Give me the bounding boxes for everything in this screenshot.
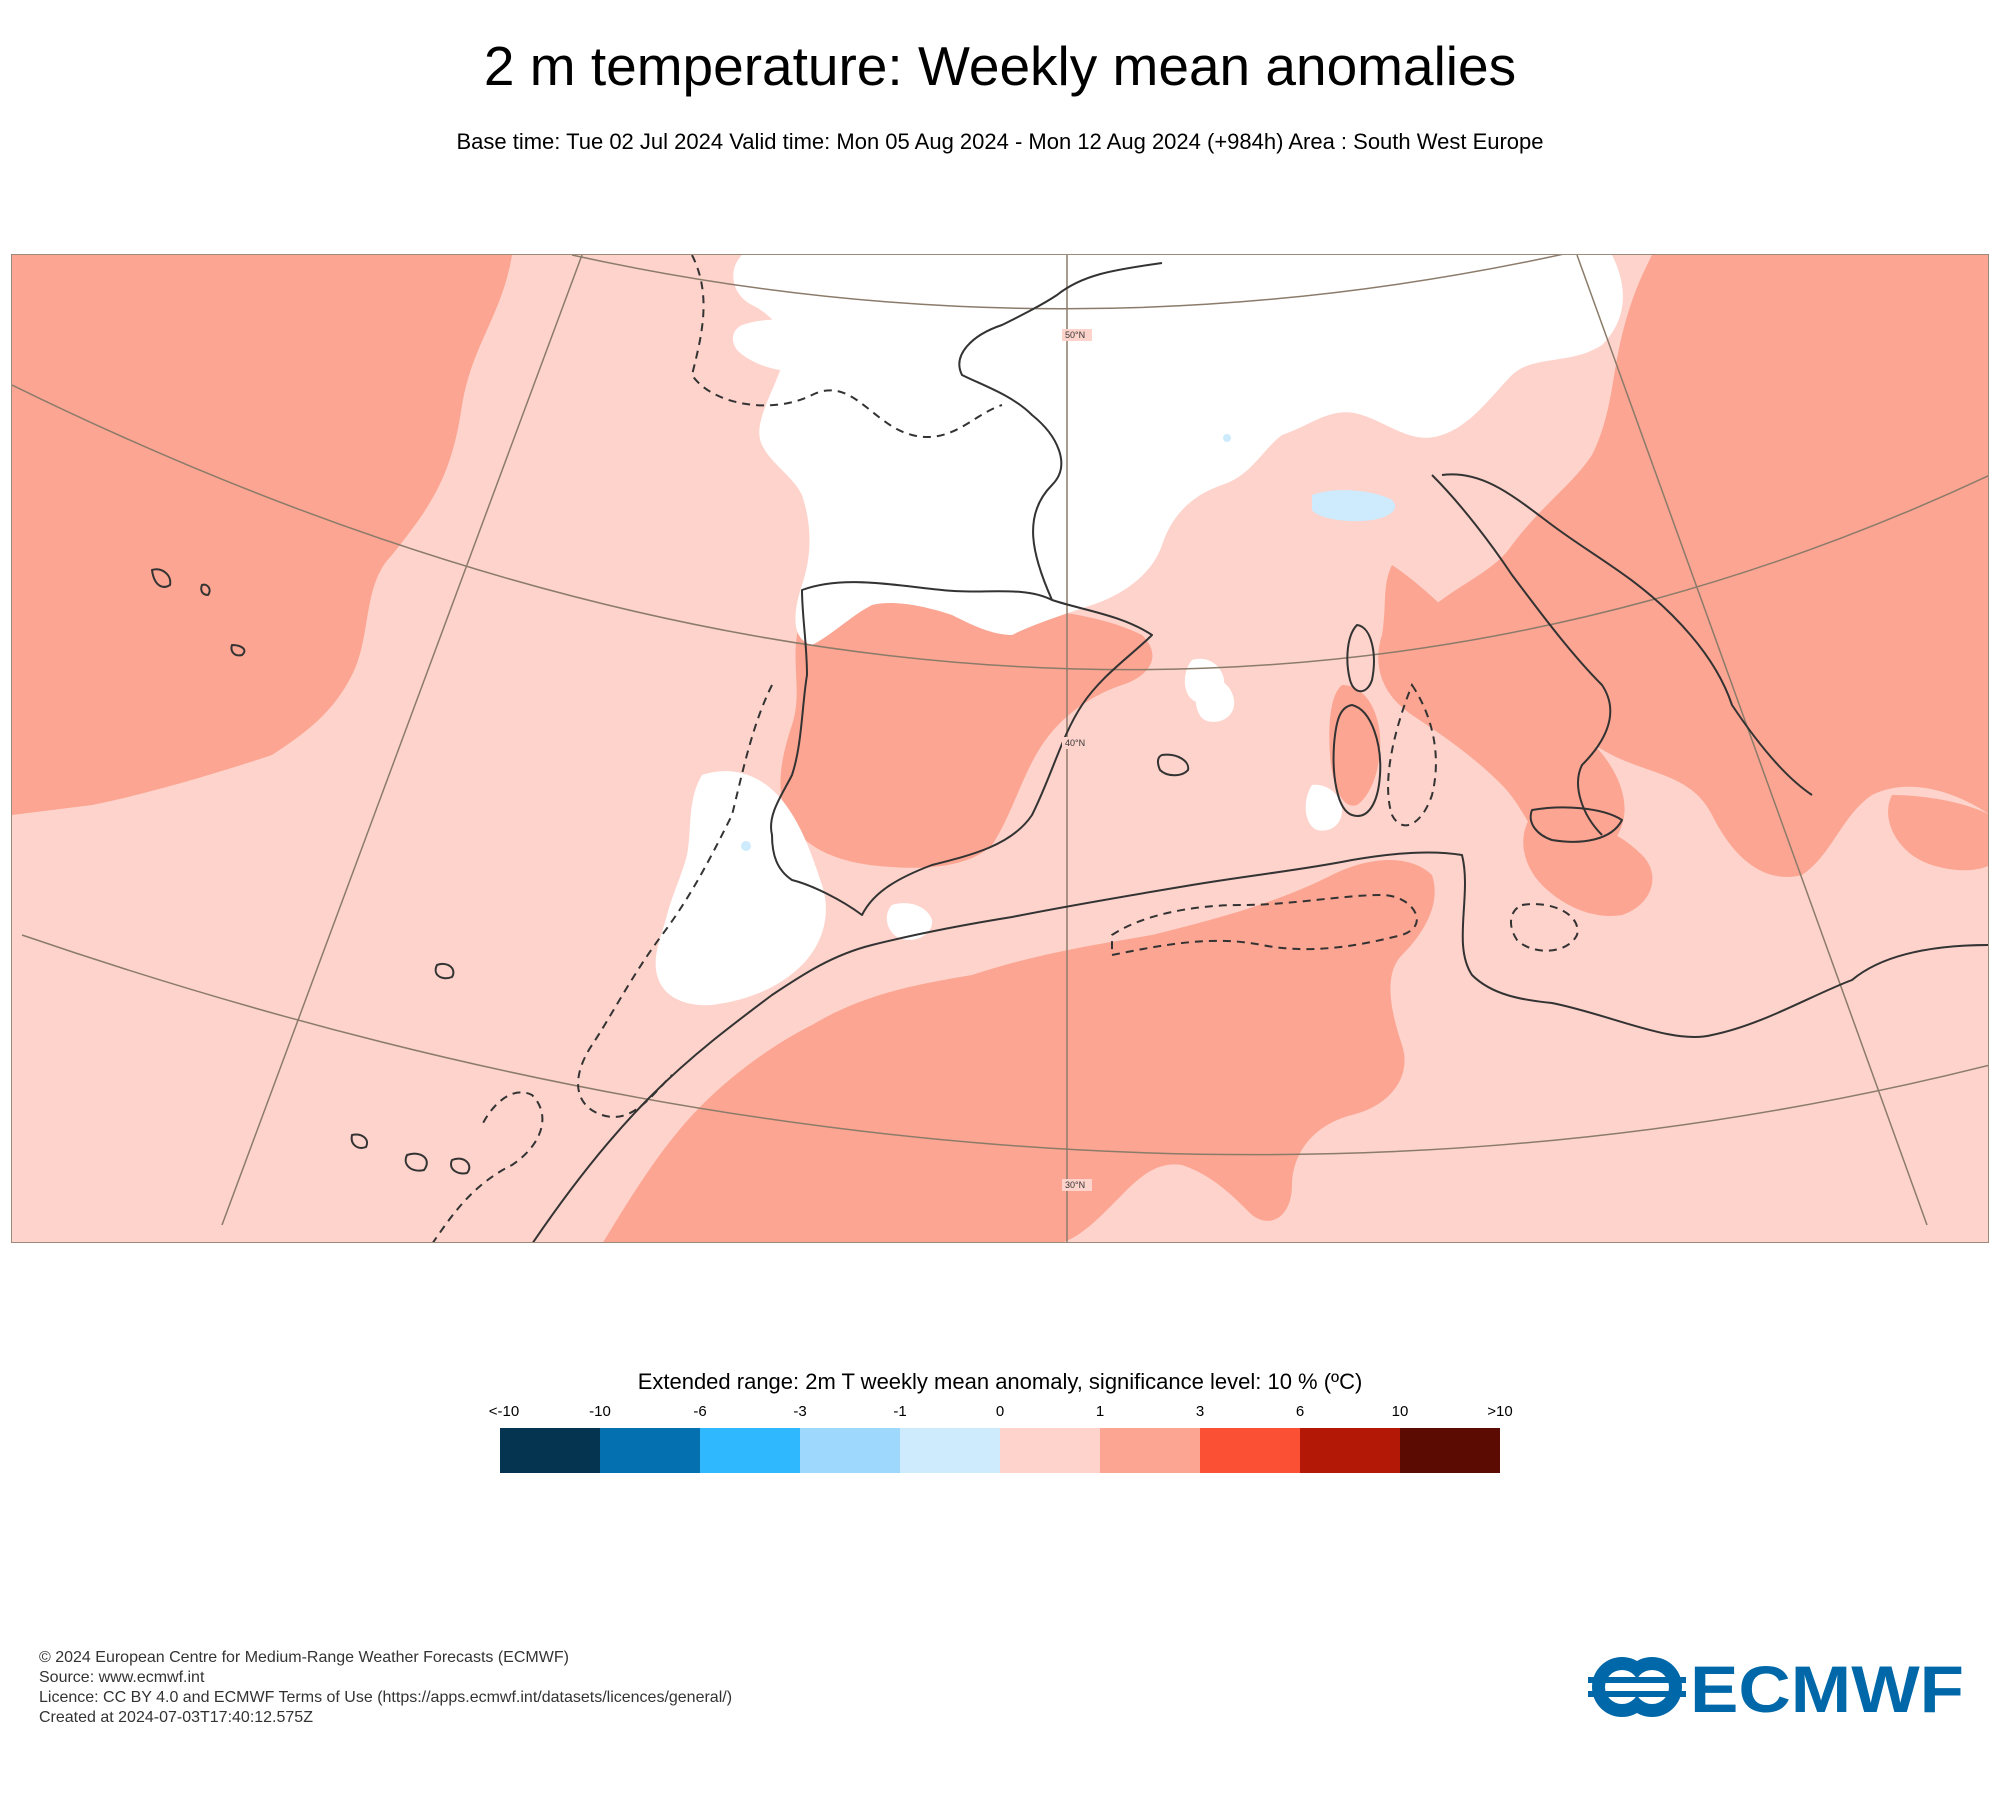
parallel-50n [571, 255, 1563, 310]
anomaly-fill-gulf-of-lion-cool [1312, 490, 1396, 522]
parallel-40n [12, 384, 1988, 671]
legend-swatch-8 [1300, 1428, 1400, 1473]
legend-title: Extended range: 2m T weekly mean anomaly… [637, 1369, 1363, 1394]
significance-contour-med [1111, 893, 1418, 957]
coast-mallorca [1156, 753, 1190, 777]
latitude-labels: 50°N 40°N 30°N [1062, 329, 1092, 1191]
legend-tick: -3 [793, 1403, 807, 1420]
significance-contour-west [690, 255, 1003, 438]
footer-created: Created at 2024-07-03T17:40:12.575Z [39, 1709, 313, 1726]
anomaly-fill-italy-1-3 [1378, 565, 1625, 864]
legend-swatch-0 [500, 1428, 600, 1473]
parallel-30n [21, 934, 1988, 1156]
coast-corsica [1346, 624, 1375, 693]
footer-licence: Licence: CC BY 4.0 and ECMWF Terms of Us… [39, 1689, 733, 1706]
lat-label-30: 30°N [1065, 1180, 1085, 1190]
legend-tick: 3 [1195, 1403, 1205, 1420]
coast-adriatic [1441, 473, 1813, 796]
legend-tick: 0 [995, 1403, 1005, 1420]
legend-tick: -10 [589, 1403, 611, 1420]
footer-source: Source: www.ecmwf.int [39, 1669, 205, 1686]
anomaly-fill-portugal-cool [741, 841, 751, 851]
meridian-20w [221, 255, 583, 1226]
ecmwf-logo-icon [1588, 1657, 1686, 1717]
legend-tick: -1 [893, 1403, 907, 1420]
coast-france [958, 262, 1163, 601]
anomaly-map: 50°N 40°N 30°N [11, 254, 1989, 1243]
coast-canaries [350, 1133, 471, 1175]
lat-label-bg-40 [1062, 737, 1092, 749]
meridian-20e [1576, 255, 1928, 1226]
legend-colorbar [500, 1428, 1500, 1473]
significance-contour-libya [1510, 903, 1579, 952]
anomaly-fill-atlantic-1-3 [12, 255, 512, 815]
legend-tick: <-10 [488, 1403, 520, 1420]
legend-tick: 6 [1295, 1403, 1305, 1420]
significance-contour-iberia-west [577, 684, 773, 1118]
map-canvas: 50°N 40°N 30°N [12, 255, 1988, 1242]
legend-swatch-4 [900, 1428, 1000, 1473]
anomaly-fill-med-near-zero [1195, 677, 1235, 722]
legend-swatch-2 [700, 1428, 800, 1473]
legend-tick: 10 [1391, 1403, 1409, 1420]
legend-tick: -6 [693, 1403, 707, 1420]
anomaly-fill-france-near-zero [733, 255, 1623, 645]
lat-label-bg-50 [1062, 329, 1092, 341]
anomaly-fill-gulf-near-zero [732, 319, 833, 372]
legend-swatch-9 [1400, 1428, 1500, 1473]
significance-contours [432, 255, 1579, 1242]
anomaly-fill-iberia-1-3 [780, 599, 1153, 868]
significance-contour-canaries [432, 1091, 544, 1242]
coast-madeira [434, 963, 455, 980]
legend-tick: 1 [1095, 1403, 1105, 1420]
anomaly-fill-alboran-near-zero [886, 903, 933, 940]
ecmwf-logo-text: ECMWF [1690, 1652, 1964, 1722]
lat-label-40: 40°N [1065, 738, 1085, 748]
anomaly-fill-sardinia-near-zero [1305, 784, 1342, 831]
chart-title: 2 m temperature: Weekly mean anomalies [483, 35, 1517, 97]
anomaly-fill-alps-cool [1223, 434, 1231, 442]
coast-north-africa [532, 851, 1988, 1242]
coastlines [151, 262, 1988, 1242]
anomaly-fill-portugal-near-zero [655, 771, 826, 1006]
footer-copyright: © 2024 European Centre for Medium-Range … [39, 1649, 569, 1666]
chart-subtitle: Base time: Tue 02 Jul 2024 Valid time: M… [456, 129, 1544, 154]
legend-swatch-6 [1100, 1428, 1200, 1473]
ecmwf-logo: ECMWF [1588, 1652, 1964, 1722]
legend-tick: >10 [1487, 1403, 1513, 1420]
footer: © 2024 European Centre for Medium-Range … [39, 1648, 732, 1728]
legend-swatch-3 [800, 1428, 900, 1473]
coast-italy [1431, 474, 1612, 836]
significance-contour-tyrrhenian [1387, 682, 1437, 827]
coast-azores [151, 568, 246, 657]
legend-swatch-7 [1200, 1428, 1300, 1473]
lat-label-bg-30 [1062, 1179, 1092, 1191]
graticule [12, 255, 1988, 1242]
anomaly-fill-north-africa-1-3 [603, 860, 1435, 1242]
coast-sicily [1529, 806, 1623, 843]
lat-label-50: 50°N [1065, 330, 1085, 340]
anomaly-fill-east-med-1-3 [1888, 795, 1988, 871]
legend-swatch-1 [600, 1428, 700, 1473]
coast-sardinia [1332, 704, 1382, 817]
coast-iberia [770, 581, 1153, 916]
legend-swatch-5 [1000, 1428, 1100, 1473]
